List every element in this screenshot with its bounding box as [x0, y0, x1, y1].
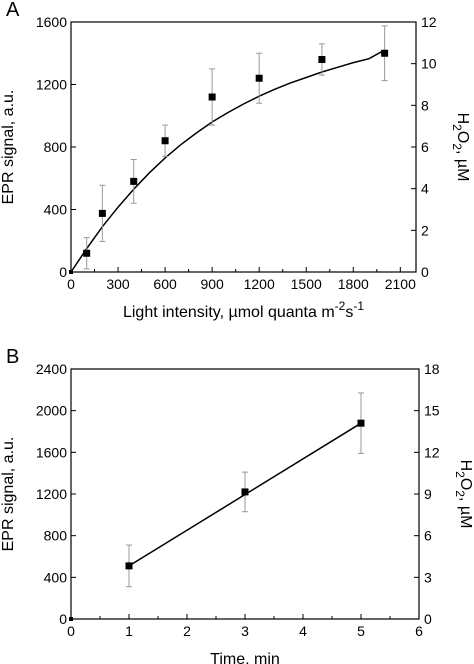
- y2-tick-label: 12: [424, 444, 440, 460]
- y-tick-label: 2400: [36, 361, 67, 377]
- y2-tick-label: 0: [424, 611, 432, 627]
- x-tick-label: 1800: [338, 276, 369, 292]
- y2-axis-label: H2O2, µM: [453, 460, 474, 529]
- y-tick-label: 0: [59, 611, 67, 627]
- y-tick-label: 0: [59, 264, 67, 280]
- y2-tick-label: 0: [421, 264, 429, 280]
- y2-tick-label: 4: [421, 181, 429, 197]
- y2-tick-label: 3: [424, 569, 432, 585]
- x-axis-label-base: s: [345, 304, 353, 321]
- y2-axis-label-part: O: [454, 131, 471, 143]
- y-tick-label: 1200: [36, 77, 67, 93]
- x-axis-label: Time, min: [210, 651, 280, 664]
- x-tick-label: 1: [125, 623, 133, 639]
- y2-tick-label: 6: [421, 139, 429, 155]
- y-tick-label: 1200: [36, 486, 67, 502]
- x-tick-label: 0: [67, 276, 75, 292]
- x-axis-label-main: Time, min: [210, 651, 280, 664]
- x-tick-label: 1500: [291, 276, 322, 292]
- y-axis-label: EPR signal, a.u.: [0, 437, 17, 552]
- y-axis-label: EPR signal, a.u.: [0, 90, 17, 205]
- x-tick-label: 600: [153, 276, 177, 292]
- data-point: [318, 56, 326, 63]
- x-tick-label: 1200: [244, 276, 275, 292]
- data-point: [69, 270, 73, 274]
- data-point: [357, 419, 365, 427]
- y2-axis-label-part: 2: [450, 143, 464, 150]
- x-tick-label: 6: [415, 623, 423, 639]
- data-point: [69, 617, 73, 621]
- y2-tick-label: 12: [421, 14, 437, 30]
- y-tick-label: 2000: [36, 403, 67, 419]
- x-tick-label: 3: [241, 623, 249, 639]
- y2-axis-label-part: H: [457, 460, 474, 472]
- x-axis-label-sup: -1: [353, 299, 364, 313]
- y-tick-label: 1600: [36, 444, 67, 460]
- chart-panel-b: B0 1 2 3 4 5 604008001200160020002400036912151…: [0, 346, 474, 664]
- x-tick-label: 4: [299, 623, 307, 639]
- y2-axis-label-part: 2: [453, 490, 467, 497]
- y2-tick-label: 9: [424, 486, 432, 502]
- y2-axis-label-part: O: [457, 478, 474, 490]
- data-point: [208, 93, 216, 101]
- x-tick-label: 900: [200, 276, 224, 292]
- y-tick-label: 400: [44, 569, 68, 585]
- x-axis-label-sup: -2: [335, 299, 346, 313]
- y2-axis-label-part: 2: [453, 471, 467, 478]
- y2-axis-label-part: , µM: [454, 150, 471, 181]
- y2-tick-label: 6: [424, 528, 432, 544]
- chart-panel-a: A0 300 600 900 1200 1500 1800 21000400800120016…: [0, 0, 471, 321]
- x-tick-label: 0: [67, 623, 75, 639]
- data-point: [381, 49, 389, 57]
- y2-axis-label-part: H: [454, 113, 471, 125]
- x-tick-label: 5: [357, 623, 365, 639]
- x-axis-label: Light intensity, µmol quanta m-2s-1: [123, 299, 364, 321]
- y2-axis-label-part: , µM: [457, 497, 474, 528]
- y-tick-label: 400: [44, 202, 68, 218]
- y-tick-label: 800: [44, 139, 68, 155]
- y2-tick-label: 10: [421, 56, 437, 72]
- x-tick-label: 300: [106, 276, 130, 292]
- data-point: [125, 562, 133, 570]
- y-tick-label: 800: [44, 528, 68, 544]
- data-point: [130, 177, 138, 185]
- data-point: [255, 74, 263, 82]
- data-point: [241, 488, 249, 496]
- x-tick-label: 2100: [385, 276, 416, 292]
- data-point: [161, 137, 169, 145]
- y2-tick-label: 8: [421, 97, 429, 113]
- y2-axis-label: H2O2, µM: [450, 113, 471, 182]
- y2-tick-label: 18: [424, 361, 440, 377]
- data-point: [83, 249, 91, 257]
- data-point: [98, 209, 106, 217]
- x-axis-label-main: Light intensity, µmol quanta m: [123, 304, 335, 321]
- panel-label: A: [6, 0, 20, 21]
- y2-tick-label: 2: [421, 222, 429, 238]
- fit-line: [70, 49, 385, 273]
- x-tick-label: 2: [183, 623, 191, 639]
- panel-label: B: [6, 346, 19, 368]
- y2-tick-label: 15: [424, 403, 440, 419]
- y-tick-label: 1600: [36, 14, 67, 30]
- y2-axis-label-part: 2: [450, 124, 464, 131]
